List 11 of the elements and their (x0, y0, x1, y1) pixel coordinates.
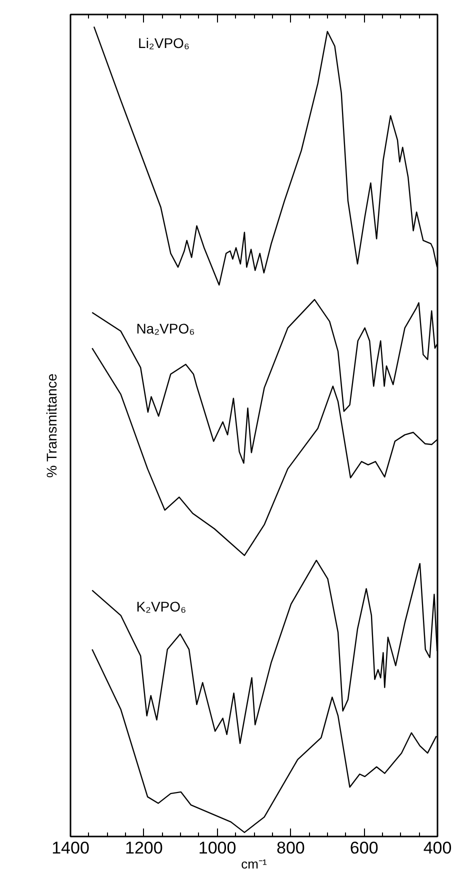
x-tick-label: 400 (423, 838, 452, 858)
x-tick-label: 1400 (52, 838, 90, 858)
x-tick-label: 1000 (198, 838, 236, 858)
series-label: K₂VPO₆ (136, 598, 186, 614)
y-axis-title: % Transmittance (44, 373, 60, 478)
x-tick-label: 800 (276, 838, 305, 858)
x-tick-label: 600 (350, 838, 378, 858)
x-tick-label: 1200 (124, 838, 163, 858)
x-axis-title: cm⁻¹ (241, 856, 268, 872)
legend-label: Li₂VPO₆ (138, 34, 190, 51)
series-label: Na₂VPO₆ (136, 320, 195, 337)
